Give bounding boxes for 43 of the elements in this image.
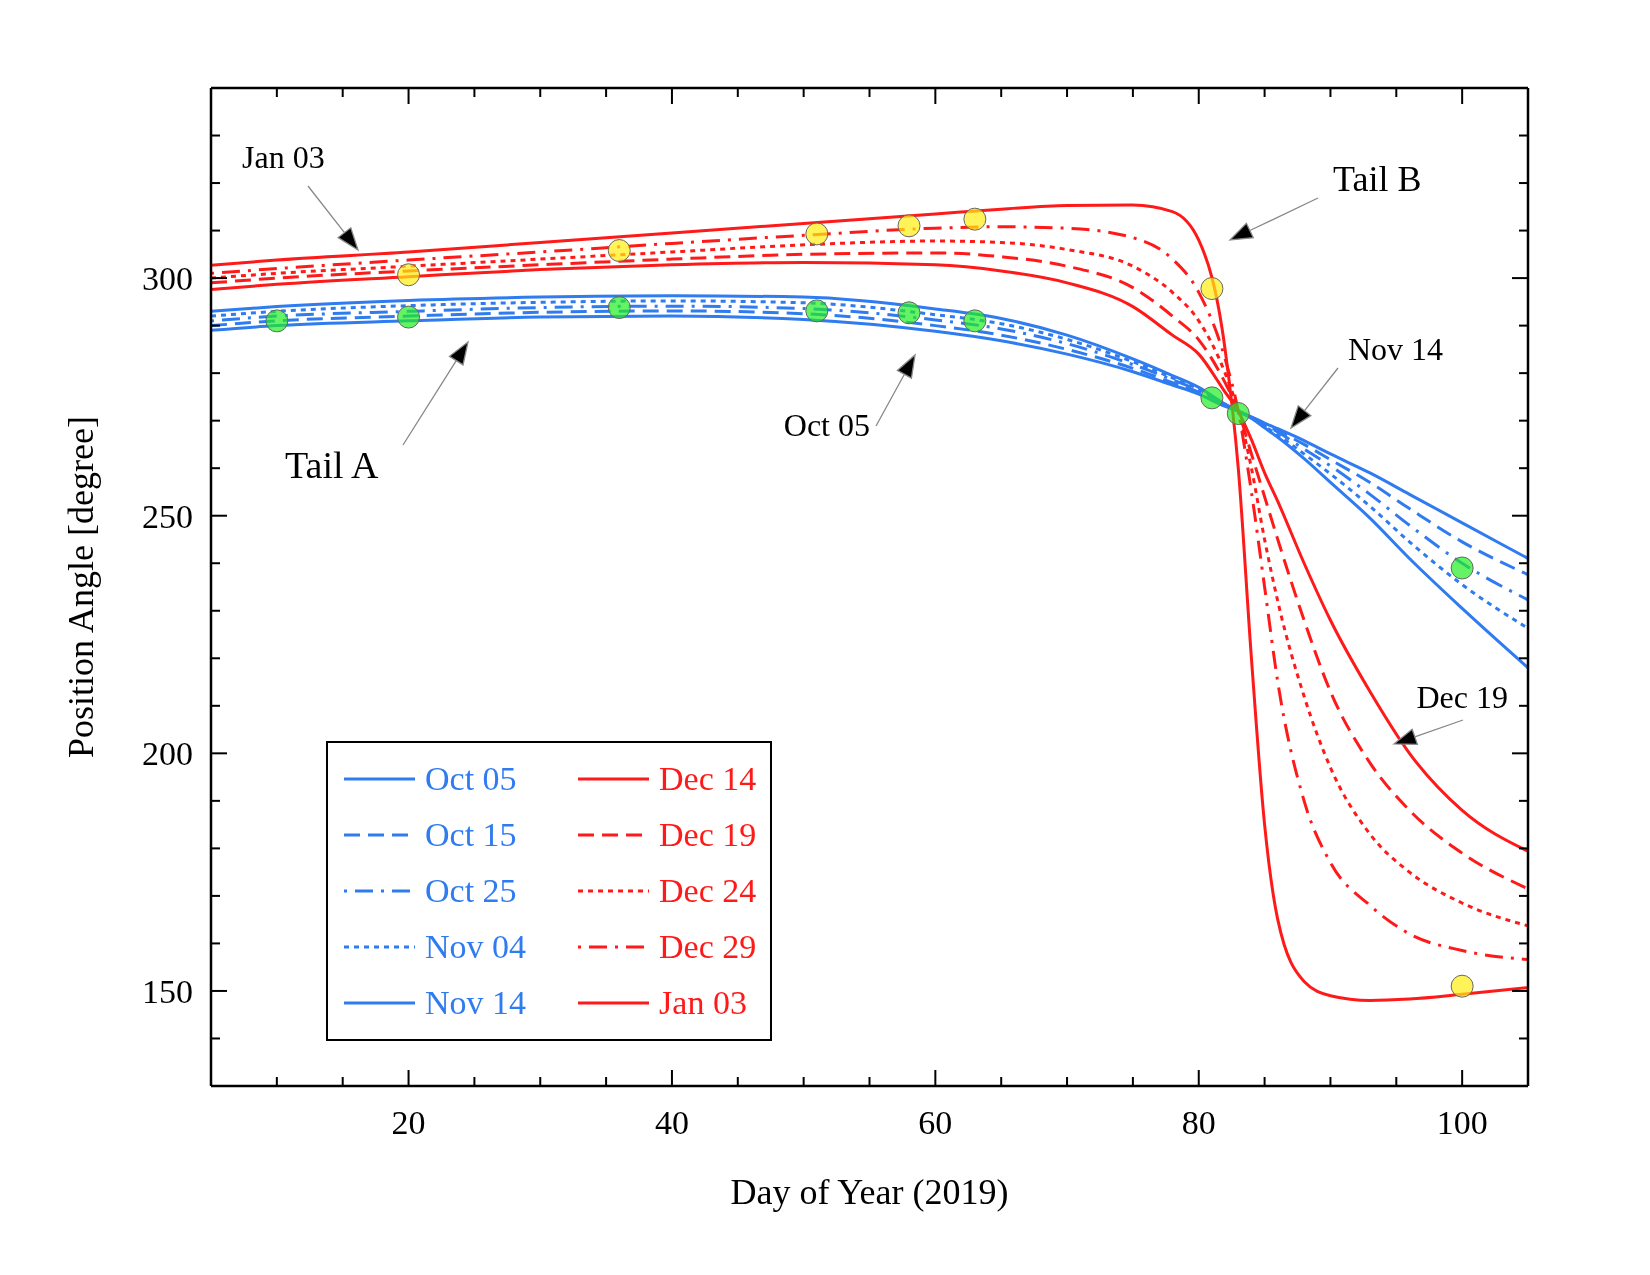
x-tick-label: 20 xyxy=(391,1104,426,1141)
legend-label: Jan 03 xyxy=(659,984,747,1022)
annotation: Dec 19 xyxy=(1416,679,1508,715)
annotation: Jan 03 xyxy=(242,139,325,175)
legend-label: Oct 25 xyxy=(425,872,517,910)
point xyxy=(607,296,631,320)
point xyxy=(265,309,289,333)
legend-label: Nov 14 xyxy=(425,984,527,1022)
legend-label: Nov 04 xyxy=(425,928,527,966)
x-tick-label: 80 xyxy=(1181,1104,1216,1141)
point xyxy=(607,239,631,263)
point xyxy=(1226,402,1250,426)
legend-label: Oct 05 xyxy=(425,760,517,798)
x-tick-label: 60 xyxy=(918,1104,953,1141)
point xyxy=(897,214,921,238)
point xyxy=(805,299,829,323)
y-tick-label: 150 xyxy=(142,972,193,1010)
point xyxy=(963,207,987,231)
y-tick-label: 250 xyxy=(142,497,193,535)
legend-label: Oct 15 xyxy=(425,816,517,854)
annotation: Oct 05 xyxy=(783,407,870,443)
y-tick-label: 200 xyxy=(142,735,193,773)
x-axis-title: Day of Year (2019) xyxy=(730,1172,1009,1212)
point xyxy=(1450,556,1474,580)
annotation: Nov 14 xyxy=(1348,331,1444,367)
x-tick-label: 100 xyxy=(1436,1104,1488,1141)
point xyxy=(897,301,921,325)
point xyxy=(397,263,421,287)
point xyxy=(805,222,829,246)
annotation: Tail B xyxy=(1333,159,1422,199)
legend-label: Dec 24 xyxy=(659,872,757,910)
legend-label: Dec 19 xyxy=(659,816,757,854)
annotation: Tail A xyxy=(285,444,379,486)
point xyxy=(1450,974,1474,998)
y-axis-title: Position Angle [degree] xyxy=(61,416,101,758)
point xyxy=(397,305,421,329)
point xyxy=(1200,386,1224,410)
legend-label: Dec 14 xyxy=(659,760,757,798)
legend-label: Dec 29 xyxy=(659,928,757,966)
point xyxy=(1200,277,1224,301)
point xyxy=(963,309,987,333)
y-tick-label: 300 xyxy=(142,260,193,298)
x-tick-label: 40 xyxy=(654,1104,689,1141)
